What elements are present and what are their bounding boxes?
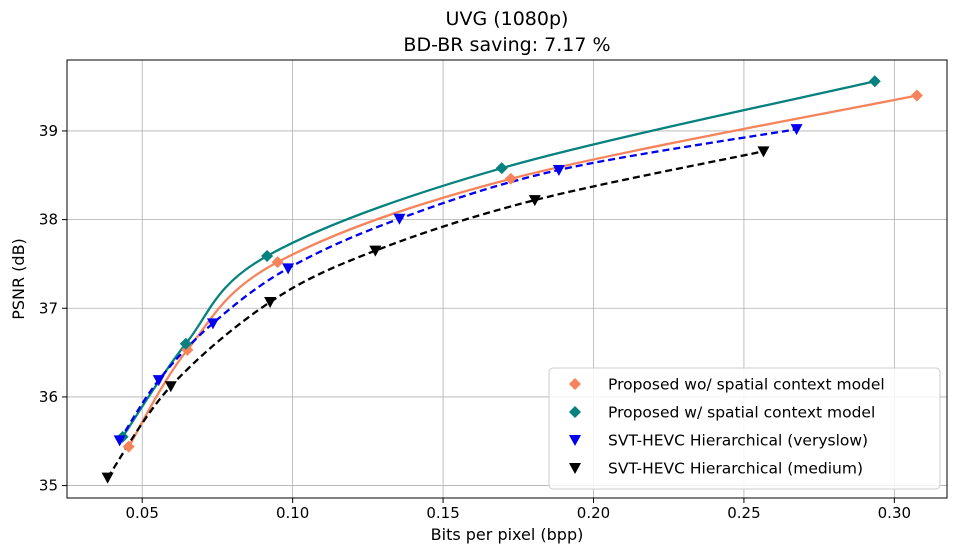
x-tick-label: 0.05 bbox=[126, 504, 159, 522]
data-point-svt-hevc-hierarchical-veryslow bbox=[282, 263, 295, 275]
data-point-proposed-wo-spatial-context-model bbox=[910, 89, 923, 102]
x-tick-label: 0.20 bbox=[577, 504, 610, 522]
x-tick-label: 0.15 bbox=[426, 504, 459, 522]
data-point-svt-hevc-hierarchical-medium bbox=[528, 195, 541, 207]
data-point-proposed-wo-spatial-context-model bbox=[122, 440, 135, 453]
chart-title: UVG (1080p) bbox=[446, 8, 569, 30]
data-point-svt-hevc-hierarchical-veryslow bbox=[393, 213, 406, 225]
y-tick-label: 37 bbox=[39, 299, 58, 317]
data-point-proposed-w-spatial-context-model bbox=[179, 337, 192, 350]
chart-subtitle: BD-BR saving: 7.17 % bbox=[403, 34, 610, 56]
data-point-svt-hevc-hierarchical-veryslow bbox=[552, 164, 565, 176]
data-point-proposed-w-spatial-context-model bbox=[868, 75, 881, 88]
legend-entry-label: SVT-HEVC Hierarchical (medium) bbox=[608, 460, 863, 478]
y-tick-label: 36 bbox=[39, 388, 58, 406]
data-point-svt-hevc-hierarchical-veryslow bbox=[790, 124, 803, 136]
legend-marker-proposed-w-spatial-context-model bbox=[569, 406, 581, 418]
x-tick-label: 0.10 bbox=[276, 504, 309, 522]
y-tick-label: 35 bbox=[39, 477, 58, 495]
legend-marker-proposed-wo-spatial-context-model bbox=[569, 378, 581, 390]
data-point-svt-hevc-hierarchical-veryslow bbox=[206, 318, 219, 330]
legend-entry-label: Proposed w/ spatial context model bbox=[608, 404, 875, 422]
data-point-svt-hevc-hierarchical-medium bbox=[369, 245, 382, 257]
series-markers bbox=[101, 75, 923, 484]
data-point-proposed-wo-spatial-context-model bbox=[504, 172, 517, 185]
series-line-proposed-w-spatial-context-model bbox=[121, 80, 876, 438]
data-point-proposed-w-spatial-context-model bbox=[495, 162, 508, 175]
legend-box bbox=[548, 367, 941, 490]
y-axis-ticks: 35 36 37 38 39 bbox=[39, 122, 67, 495]
legend-marker-svt-hevc-hierarchical-veryslow bbox=[569, 435, 581, 446]
y-axis-label: PSNR (dB) bbox=[9, 238, 28, 320]
y-tick-label: 38 bbox=[39, 211, 58, 229]
x-axis-label: Bits per pixel (bpp) bbox=[431, 525, 584, 544]
x-tick-label: 0.25 bbox=[727, 504, 760, 522]
x-tick-label: 0.30 bbox=[878, 504, 911, 522]
x-axis-ticks: 0.05 0.10 0.15 0.20 0.25 0.30 bbox=[126, 498, 911, 522]
grid bbox=[67, 60, 947, 498]
data-point-svt-hevc-hierarchical-medium bbox=[264, 297, 277, 309]
data-point-svt-hevc-hierarchical-medium bbox=[101, 472, 114, 484]
data-point-proposed-wo-spatial-context-model bbox=[271, 256, 284, 269]
legend-entry-label: SVT-HEVC Hierarchical (veryslow) bbox=[608, 432, 868, 450]
data-point-proposed-w-spatial-context-model bbox=[261, 249, 274, 262]
data-point-svt-hevc-hierarchical-veryslow bbox=[113, 435, 126, 447]
series-line-proposed-wo-spatial-context-model bbox=[127, 94, 918, 448]
legend-entry-label: Proposed wo/ spatial context model bbox=[608, 376, 885, 394]
series-line-svt-hevc-hierarchical-veryslow bbox=[118, 128, 797, 441]
plot-frame bbox=[66, 59, 948, 499]
data-point-svt-hevc-hierarchical-veryslow bbox=[152, 375, 165, 387]
data-point-svt-hevc-hierarchical-medium bbox=[757, 146, 770, 158]
data-point-svt-hevc-hierarchical-medium bbox=[164, 381, 177, 393]
legend-marker-svt-hevc-hierarchical-medium bbox=[569, 463, 581, 474]
y-tick-label: 39 bbox=[39, 122, 58, 140]
legend: Proposed wo/ spatial context model Propos… bbox=[548, 367, 941, 490]
